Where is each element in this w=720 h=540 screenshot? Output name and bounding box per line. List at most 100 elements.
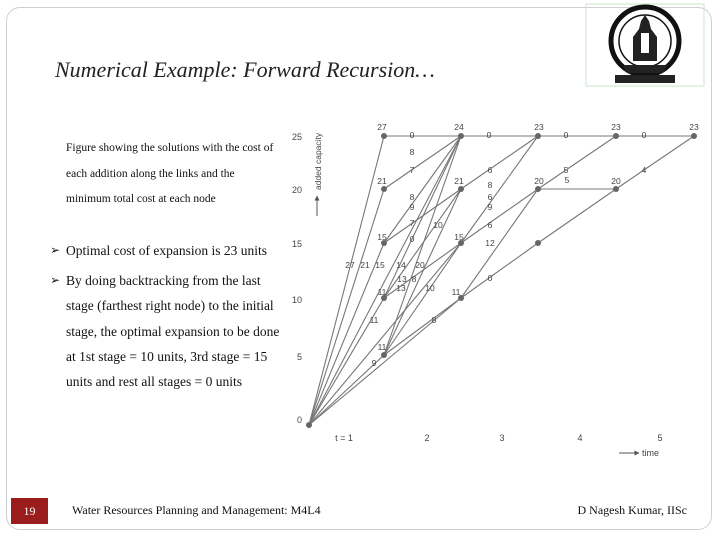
node-cost-label: 23 <box>689 122 699 132</box>
network-node <box>691 133 697 139</box>
link-cost-label: 0 <box>488 273 493 283</box>
node-cost-label: 15 <box>377 232 387 242</box>
y-tick-label: 15 <box>292 239 302 249</box>
network-node <box>381 186 387 192</box>
network-node <box>458 133 464 139</box>
network-link <box>308 242 385 426</box>
network-link <box>308 297 462 426</box>
network-link <box>383 188 462 356</box>
node-cost-label: 10 <box>425 283 435 293</box>
x-tick-label: 4 <box>577 433 582 443</box>
node-cost-label: 11 <box>378 287 387 297</box>
bullet-arrow-icon: ➢ <box>50 273 61 288</box>
y-tick-label: 25 <box>292 132 302 142</box>
network-node <box>613 133 619 139</box>
network-link <box>383 135 462 190</box>
x-tick-label: 3 <box>499 433 504 443</box>
link-cost-label: 9 <box>410 202 415 212</box>
node-cost-label: 21 <box>377 176 387 186</box>
network-link <box>383 297 462 356</box>
network-link <box>460 135 539 244</box>
network-link <box>308 297 385 426</box>
x-axis-label: time <box>642 448 659 458</box>
link-cost-label: 10 <box>433 220 443 230</box>
bullet-item: ➢ Optimal cost of expansion is 23 units <box>50 238 290 263</box>
link-cost-label: 27 <box>345 260 355 270</box>
bullet-text: By doing backtracking from the last stag… <box>66 273 280 390</box>
network-link <box>308 135 462 426</box>
network-node <box>381 352 387 358</box>
node-cost-label: 20 <box>415 260 425 270</box>
node-cost-label: 13 <box>396 283 406 293</box>
bullet-list: ➢ Optimal cost of expansion is 23 units ➢… <box>50 238 290 399</box>
link-cost-label: 0 <box>410 130 415 140</box>
network-node <box>381 295 387 301</box>
link-cost-label: 5 <box>564 165 569 175</box>
link-cost-label: 8 <box>412 274 417 284</box>
link-cost-label: 9 <box>488 202 493 212</box>
node-cost-label: 23 <box>611 122 621 132</box>
network-link <box>615 135 695 190</box>
x-tick-label: t = 1 <box>335 433 353 443</box>
link-cost-label: 4 <box>642 165 647 175</box>
link-cost-label: 8 <box>488 180 493 190</box>
y-axis-label: added capacity <box>313 132 323 190</box>
link-cost-label: 0 <box>642 130 647 140</box>
link-cost-label: 21 <box>360 260 370 270</box>
node-cost-label: 15 <box>454 232 464 242</box>
network-link <box>308 188 385 426</box>
network-link <box>308 135 385 426</box>
slide-title: Numerical Example: Forward Recursion… <box>55 57 435 82</box>
node-cost-label: 27 <box>377 122 387 132</box>
link-cost-label: 0 <box>564 130 569 140</box>
network-node <box>381 240 387 246</box>
network-link <box>383 188 462 244</box>
link-cost-label: 9 <box>372 358 377 368</box>
node-cost-label: 14 <box>396 260 406 270</box>
slide-number: 19 <box>11 498 48 524</box>
link-cost-label: 11 <box>370 315 379 325</box>
network-node <box>458 295 464 301</box>
link-cost-label: 8 <box>410 192 415 202</box>
institute-seal-icon <box>585 3 705 87</box>
footer-author: D Nagesh Kumar, IISc <box>577 503 688 517</box>
network-node <box>535 186 541 192</box>
y-tick-label: 10 <box>292 295 302 305</box>
network-link <box>383 135 462 244</box>
network-link <box>383 188 462 299</box>
link-cost-label: 5 <box>565 175 570 185</box>
network-link <box>460 188 539 299</box>
y-tick-label: 0 <box>297 415 302 425</box>
node-cost-label: 23 <box>534 122 544 132</box>
network-node <box>381 133 387 139</box>
bullet-item: ➢ By doing backtracking from the last sta… <box>50 268 290 394</box>
network-link <box>460 242 539 299</box>
network-node <box>458 240 464 246</box>
link-cost-label: 8 <box>432 315 437 325</box>
link-cost-label: 8 <box>410 147 415 157</box>
network-link <box>537 188 617 244</box>
network-link <box>308 242 462 426</box>
network-node <box>306 422 312 428</box>
network-node <box>458 186 464 192</box>
bullet-text: Optimal cost of expansion is 23 units <box>66 243 267 258</box>
footer-course: Water Resources Planning and Management:… <box>72 503 321 517</box>
y-tick-label: 20 <box>292 185 302 195</box>
bullet-arrow-icon: ➢ <box>50 243 61 257</box>
network-node <box>535 133 541 139</box>
link-cost-label: 6 <box>488 192 493 202</box>
node-cost-label: 11 <box>378 342 387 352</box>
network-link <box>537 135 617 190</box>
figure-caption: Figure showing the solutions with the co… <box>66 142 274 205</box>
network-link <box>383 242 462 299</box>
link-cost-label: 6 <box>488 220 493 230</box>
node-cost-label: 24 <box>454 122 464 132</box>
node-cost-label: 20 <box>611 176 621 186</box>
node-cost-label: 20 <box>534 176 544 186</box>
link-cost-label: 7 <box>410 218 415 228</box>
link-cost-label: 0 <box>410 234 415 244</box>
slide-frame <box>6 7 712 530</box>
link-cost-label: 13 <box>397 274 407 284</box>
network-link <box>460 188 539 244</box>
network-link <box>383 242 462 356</box>
